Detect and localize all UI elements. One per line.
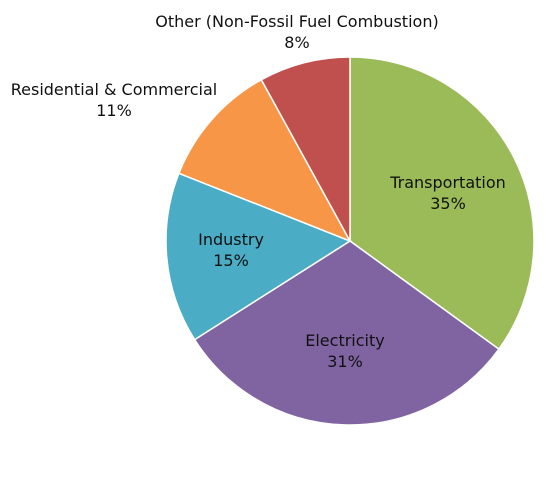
- slice-value-label: 35%: [430, 194, 466, 213]
- pie-slice-electricity: [193, 240, 500, 426]
- slice-category-label: Other (Non-Fossil Fuel Combustion): [155, 12, 438, 31]
- slice-category-label: Transportation: [389, 173, 506, 192]
- slice-value-label: 31%: [327, 352, 363, 371]
- slice-category-label: Residential & Commercial: [11, 80, 217, 99]
- slice-value-label: 8%: [284, 33, 309, 52]
- pie-slice-residential-commercial: [177, 78, 352, 243]
- slice-label: Industry 15%: [198, 230, 264, 270]
- pie-slices: [165, 56, 535, 426]
- slice-category-label: Industry: [198, 230, 264, 249]
- pie-slice-transportation: [349, 56, 535, 351]
- slice-label: Electricity 31%: [305, 331, 384, 371]
- slice-label: Transportation 35%: [389, 173, 506, 213]
- slice-label: Other (Non-Fossil Fuel Combustion) 8%: [155, 12, 438, 52]
- slice-value-label: 11%: [96, 101, 132, 120]
- slice-value-label: 15%: [213, 251, 249, 270]
- slice-category-label: Electricity: [305, 331, 384, 350]
- pie-slice-other-non-fossil-fuel-combustion: [260, 56, 351, 242]
- pie-slice-industry: [165, 172, 352, 341]
- slice-label: Residential & Commercial 11%: [11, 80, 217, 120]
- pie-labels: Transportation 35% Electricity 31% Industry 1…: [11, 12, 506, 371]
